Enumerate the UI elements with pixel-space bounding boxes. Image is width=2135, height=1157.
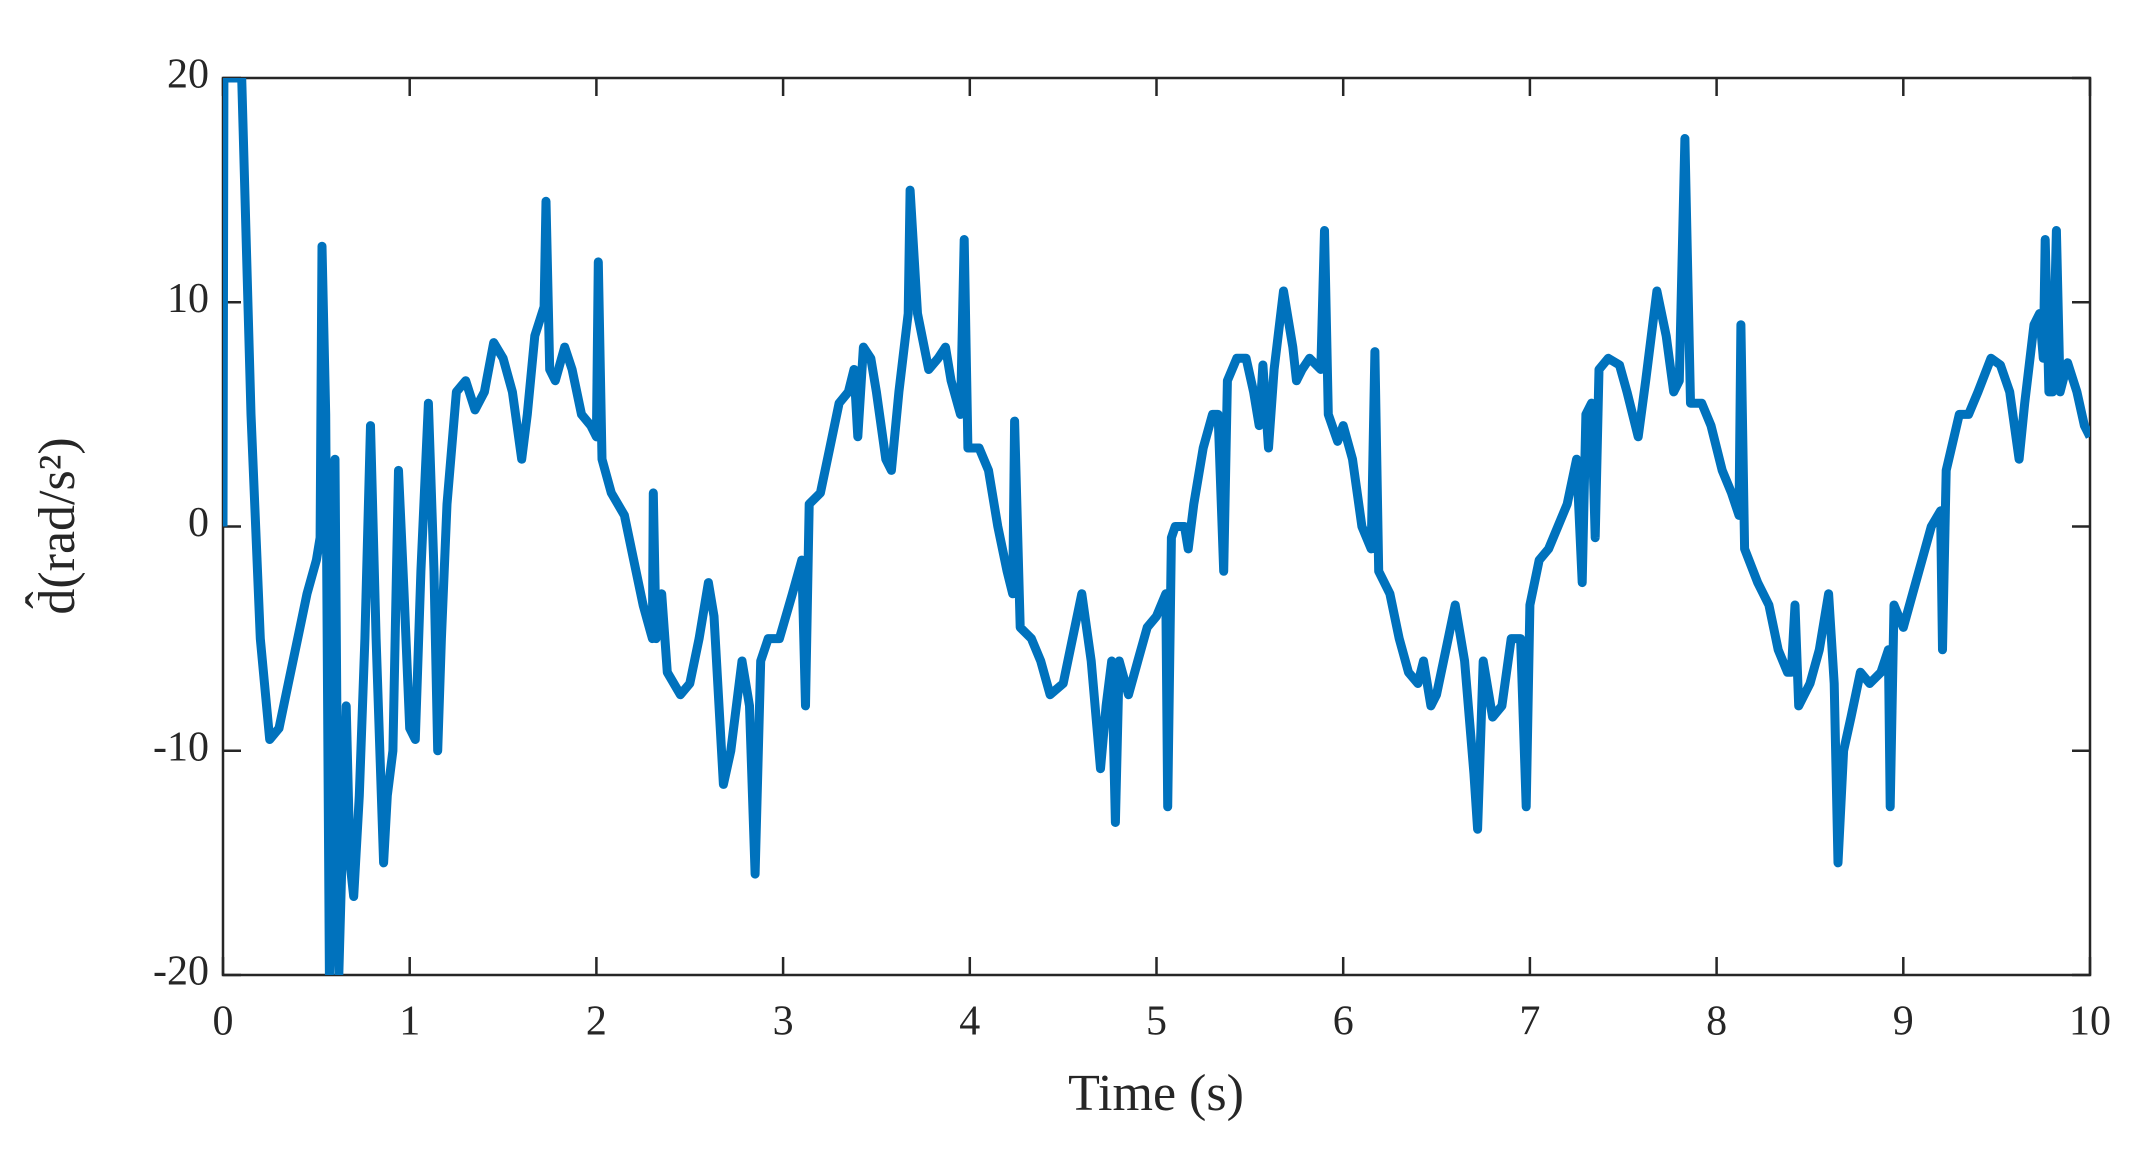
y-tick-label: 20: [167, 52, 209, 98]
y-tick-label: 10: [167, 276, 209, 322]
x-tick-label: 9: [1893, 999, 1914, 1045]
x-tick-label: 7: [1519, 999, 1540, 1045]
y-tick-label: -10: [153, 724, 209, 770]
x-tick-label: 8: [1706, 999, 1727, 1045]
plot-frame: [221, 76, 2092, 977]
x-tick-label: 6: [1333, 999, 1354, 1045]
x-tick-label: 2: [586, 999, 607, 1045]
data-line: [223, 78, 2090, 975]
x-tick-label: 0: [213, 999, 234, 1045]
x-tick-label: 4: [959, 999, 980, 1045]
x-tick-label: 10: [2069, 999, 2111, 1045]
x-tick-label: 3: [773, 999, 794, 1045]
y-tick-label: 0: [188, 500, 209, 546]
x-axis-label: Time (s): [1068, 1065, 1244, 1122]
y-tick-label: -20: [153, 949, 209, 995]
x-tick-label: 5: [1146, 999, 1167, 1045]
y-axis-label: d̂(rad/s²): [25, 437, 86, 614]
x-tick-label: 1: [399, 999, 420, 1045]
plot-area: [223, 78, 2090, 975]
